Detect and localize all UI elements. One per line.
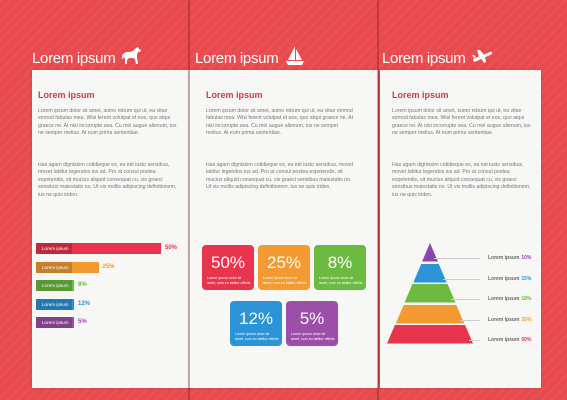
stat-caption: Lorem ipsum dolor sit amet, cum eu labit…	[235, 332, 279, 341]
bar-label-tab	[36, 261, 72, 273]
panel-title: Lorem ipsum	[195, 49, 279, 67]
pyramid-label-text: Lorem ipsum	[488, 275, 520, 282]
panel-sailboat: Lorem ipsum Lorem ipsum Lorem ipsum dolo…	[189, 0, 378, 400]
panel-title: Lorem ipsum	[382, 49, 466, 67]
fold-line	[188, 0, 190, 400]
panel-header: Lorem ipsum	[32, 45, 143, 71]
pyramid-label-text: Lorem ipsum	[488, 316, 520, 323]
pyramid-layer	[413, 263, 447, 282]
pyramid-layer	[422, 243, 438, 262]
pyramid-label: Lorem ipsum 50%	[488, 337, 531, 343]
content-card: Lorem ipsum Lorem ipsum dolor sit amet, …	[189, 70, 378, 388]
bar-value-label: 12%	[78, 300, 91, 307]
subheading: Lorem ipsum	[38, 90, 95, 100]
bar-label-tab	[36, 317, 72, 328]
bar-label: Lorem ipsum	[42, 264, 69, 270]
bar-label: Lorem ipsum	[42, 301, 69, 307]
pyramid-layer	[404, 284, 456, 303]
bar-value-label: 25%	[102, 263, 115, 270]
panel-header: Lorem ipsum	[382, 45, 493, 71]
pyramid-leader-line	[433, 258, 480, 260]
pyramid-label-pct: 18%	[521, 296, 532, 303]
pyramid-label-pct: 15%	[521, 275, 532, 282]
panel-title: Lorem ipsum	[32, 49, 116, 67]
stat-value: 25%	[266, 253, 302, 272]
stat-tile: 25% Lorem ipsum dolor sit amet, cum eu la…	[258, 245, 310, 290]
pyramid-label-text: Lorem ipsum	[488, 296, 520, 303]
paragraph-2: Has agam dignissim cotidieque ex, ea est…	[38, 162, 177, 198]
stat-tile: 5% Lorem ipsum dolor sit amet, cum eu lab…	[286, 301, 338, 346]
paragraph-2: Has agam dignissim cotidieque ex, ea est…	[206, 162, 354, 191]
subheading: Lorem ipsum	[392, 90, 449, 100]
bar-label-tab	[36, 280, 72, 291]
pyramid-leader-line	[469, 340, 480, 342]
panel-horse: Lorem ipsum Lorem ipsum Lorem ipsum dolo…	[0, 0, 190, 400]
content-card: Lorem ipsum Lorem ipsum dolor sit amet, …	[32, 70, 190, 388]
stat-tile: 8% Lorem ipsum dolor sit amet, cum eu lab…	[314, 245, 366, 290]
bar-value-label: 50%	[165, 245, 178, 251]
bar-label-tab	[36, 243, 72, 254]
bar-value-label: 5%	[78, 319, 87, 325]
stat-caption: Lorem ipsum dolor sit amet, cum eu labit…	[319, 276, 363, 285]
paragraph-1: Lorem ipsum dolor sit amet, sumo rebum q…	[38, 108, 177, 137]
stat-value: 50%	[210, 253, 246, 272]
pyramid-leader-line	[442, 278, 480, 280]
stat-caption: Lorem ipsum dolor sit amet, cum eu labit…	[207, 276, 251, 285]
pyramid-label-text: Lorem ipsum	[488, 255, 520, 262]
horse-icon	[121, 46, 143, 71]
content-card: Lorem ipsum Lorem ipsum dolor sit amet, …	[380, 70, 541, 388]
pyramid-label: Lorem ipsum 18%	[488, 296, 531, 302]
bar: Lorem ipsum	[36, 317, 74, 328]
bar-label: Lorem ipsum	[42, 320, 69, 325]
pyramid-leader-line	[460, 319, 480, 321]
pyramid-label: Lorem ipsum 15%	[488, 276, 531, 282]
stat-caption: Lorem ipsum dolor sit amet, cum eu labit…	[263, 276, 307, 285]
stat-value: 8%	[327, 253, 353, 272]
pyramid-leader-line	[451, 299, 480, 301]
stat-value: 12%	[238, 309, 274, 328]
bar: Lorem ipsum	[36, 298, 74, 310]
paragraph-2: Has agam dignissim cotidieque ex, ea est…	[392, 162, 531, 198]
fold-line	[377, 0, 379, 400]
pyramid-label-pct: 35%	[521, 316, 532, 323]
pyramid-layer	[387, 325, 473, 344]
stat-tile: 50% Lorem ipsum dolor sit amet, cum eu la…	[202, 245, 254, 290]
pyramid-label: Lorem ipsum 10%	[488, 255, 531, 261]
pyramid-label-pct: 10%	[521, 255, 532, 262]
pyramid-layer	[395, 304, 465, 323]
stat-value: 5%	[299, 309, 325, 328]
airplane-icon	[471, 46, 493, 71]
bar-label: Lorem ipsum	[42, 246, 69, 251]
bar: Lorem ipsum	[36, 280, 74, 291]
panel-airplane: Lorem ipsum Lorem ipsum Lorem ipsum dolo…	[378, 0, 567, 400]
pyramid-label: Lorem ipsum 35%	[488, 317, 531, 323]
paragraph-1: Lorem ipsum dolor sit amet, sumo rebum q…	[392, 108, 531, 137]
bar-value-label: 8%	[78, 282, 87, 288]
bar: Lorem ipsum	[36, 261, 99, 273]
sailboat-icon	[284, 45, 306, 72]
bar-label-tab	[36, 298, 72, 310]
stat-tile: 12% Lorem ipsum dolor sit amet, cum eu la…	[230, 301, 282, 346]
pyramid-label-pct: 50%	[521, 337, 532, 344]
subheading: Lorem ipsum	[206, 90, 263, 100]
panel-header: Lorem ipsum	[195, 45, 306, 71]
stat-caption: Lorem ipsum dolor sit amet, cum eu labit…	[291, 332, 335, 341]
paragraph-1: Lorem ipsum dolor sit amet, sumo rebum q…	[206, 108, 354, 137]
pyramid-label-text: Lorem ipsum	[488, 337, 520, 344]
bar-label: Lorem ipsum	[42, 283, 69, 288]
bar: Lorem ipsum	[36, 243, 161, 254]
